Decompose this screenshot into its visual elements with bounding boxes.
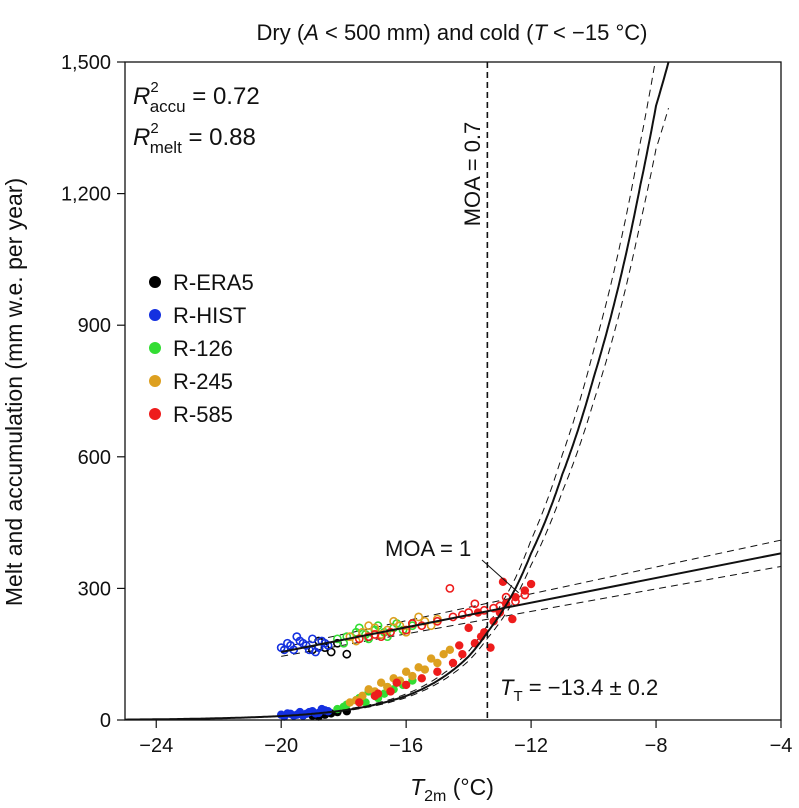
melt-point bbox=[498, 577, 508, 587]
melt-point bbox=[417, 674, 426, 683]
accumulation-ci-upper bbox=[281, 539, 781, 649]
accumulation-point bbox=[364, 621, 374, 631]
accumulation-point bbox=[308, 634, 317, 644]
melt-point bbox=[489, 617, 498, 626]
melt-point bbox=[526, 579, 536, 589]
threshold-label: TT = −13.4 ± 0.2 bbox=[500, 675, 658, 705]
accumulation-point bbox=[489, 603, 499, 613]
melt-point bbox=[358, 691, 367, 701]
accumulation-point bbox=[345, 632, 355, 642]
melt-point bbox=[433, 658, 442, 668]
melt-point bbox=[464, 623, 473, 633]
data-points bbox=[276, 577, 536, 721]
moa-1-pointer bbox=[481, 559, 519, 594]
x-axis-title: T2m (°C) bbox=[410, 774, 494, 805]
y-tick-label: 300 bbox=[78, 578, 111, 600]
melt-point bbox=[426, 654, 436, 663]
melt-point bbox=[361, 698, 370, 707]
r2-melt: R2 melt = 0.88 bbox=[133, 120, 256, 157]
accumulation-point bbox=[311, 647, 320, 657]
melt-point bbox=[401, 680, 411, 690]
melt-point bbox=[511, 592, 520, 602]
x-tick-label: −12 bbox=[514, 735, 548, 757]
accumulation-point bbox=[386, 627, 395, 637]
y-tick-label: 1,500 bbox=[61, 52, 111, 74]
accumulation-point bbox=[333, 638, 342, 648]
accumulation-point bbox=[389, 616, 399, 626]
legend-marker bbox=[149, 342, 161, 354]
melt-point bbox=[376, 678, 386, 687]
accumulation-point bbox=[364, 632, 374, 642]
moa-1-label: MOA = 1 bbox=[385, 536, 471, 561]
accumulation-fit bbox=[280, 552, 781, 653]
accumulation-point bbox=[470, 599, 480, 609]
melt-point bbox=[433, 667, 442, 676]
legend-marker bbox=[149, 309, 161, 321]
y-tick-label: 1,200 bbox=[61, 184, 111, 206]
accumulation-point bbox=[414, 612, 424, 622]
accumulation-point bbox=[292, 632, 302, 642]
melt-point bbox=[439, 650, 448, 659]
legend-marker bbox=[149, 276, 161, 288]
legend-label: R-ERA5 bbox=[173, 270, 254, 295]
melt-point bbox=[448, 658, 458, 668]
melt-point bbox=[373, 689, 383, 698]
melt-point bbox=[455, 641, 464, 650]
legend-marker bbox=[149, 375, 161, 387]
melt-point bbox=[364, 685, 373, 694]
melt-point bbox=[486, 643, 495, 652]
accumulation-ci-lower bbox=[281, 565, 781, 657]
x-tick-label: −8 bbox=[645, 735, 668, 757]
melt-point bbox=[386, 687, 395, 696]
melt-point bbox=[286, 709, 295, 719]
fit-curves bbox=[125, 62, 781, 720]
melt-point bbox=[458, 650, 467, 659]
x-tick-label: −20 bbox=[264, 735, 298, 757]
y-tick-label: 0 bbox=[100, 710, 111, 732]
moa-07-label: MOA = 0.7 bbox=[460, 122, 485, 227]
chart-title: Dry (A < 500 mm) and cold (T < −15 °C) bbox=[257, 20, 648, 45]
melt-point bbox=[445, 645, 455, 655]
melt-point bbox=[520, 586, 530, 595]
y-axis-title: Melt and accumulation (mm w.e. per year) bbox=[1, 178, 27, 606]
legend-marker bbox=[149, 408, 161, 420]
y-tick-label: 600 bbox=[78, 447, 111, 469]
legend-label: R-245 bbox=[173, 369, 233, 394]
legend: R-ERA5 R-HIST R-126 R-245 R-585 bbox=[149, 270, 254, 427]
tick-layer: −24 −20 −16 −12 −8 −4 0 300 600 900 1,200 1,500 bbox=[61, 52, 792, 757]
melt-point bbox=[355, 698, 364, 707]
accumulation-point bbox=[445, 584, 455, 593]
legend-label: R-HIST bbox=[173, 303, 246, 328]
melt-point bbox=[401, 667, 411, 676]
x-tick-label: −4 bbox=[770, 735, 793, 757]
y-tick-label: 900 bbox=[78, 315, 111, 337]
legend-label: R-585 bbox=[173, 402, 233, 427]
melt-point bbox=[408, 671, 417, 681]
accumulation-point bbox=[354, 634, 364, 644]
x-tick-label: −24 bbox=[139, 735, 173, 757]
melt-ci-upper bbox=[125, 62, 656, 720]
melt-point bbox=[508, 614, 517, 624]
melt-fit bbox=[125, 62, 670, 720]
plot-frame bbox=[124, 61, 782, 721]
melt-point bbox=[339, 702, 348, 712]
melt-point bbox=[392, 678, 401, 687]
accumulation-point bbox=[286, 641, 295, 650]
accumulation-point bbox=[333, 634, 342, 644]
r2-accumulation: R2 accu = 0.72 bbox=[133, 79, 260, 116]
accumulation-point bbox=[342, 649, 352, 659]
melt-point bbox=[414, 663, 423, 672]
x-tick-label: −16 bbox=[389, 735, 423, 757]
legend-label: R-126 bbox=[173, 336, 233, 361]
